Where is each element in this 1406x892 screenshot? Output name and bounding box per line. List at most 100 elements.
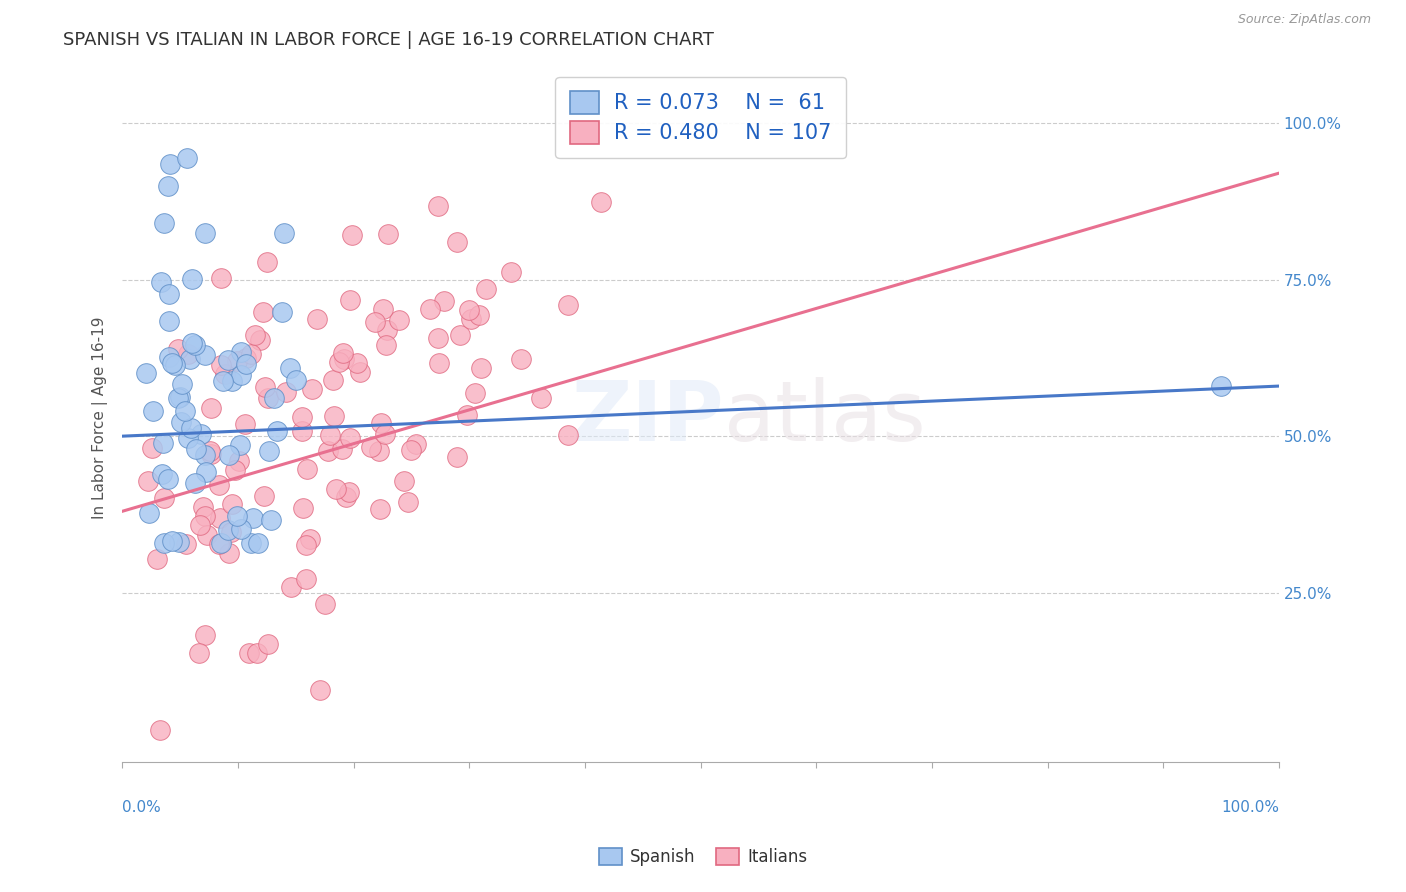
Point: [153, 491, 176, 506]
Point: [285, 372, 308, 386]
Point: [370, 416, 392, 430]
Point: [371, 302, 394, 317]
Point: [141, 442, 163, 456]
Point: [193, 628, 215, 642]
Point: [363, 315, 385, 329]
Point: [167, 342, 190, 356]
Point: [170, 415, 193, 429]
Point: [446, 450, 468, 464]
Point: [208, 537, 231, 551]
Point: [208, 477, 231, 491]
Point: [260, 513, 283, 527]
Point: [142, 403, 165, 417]
Point: [427, 198, 450, 212]
Point: [295, 462, 318, 476]
Point: [246, 646, 269, 660]
Point: [291, 409, 314, 424]
Point: [174, 403, 197, 417]
Point: [346, 356, 368, 370]
Point: [150, 467, 173, 482]
Point: [177, 347, 200, 361]
Point: [367, 443, 389, 458]
Point: [218, 352, 240, 367]
Point: [332, 352, 354, 367]
Point: [557, 428, 579, 442]
Point: [221, 497, 243, 511]
Point: [167, 535, 190, 549]
Point: [180, 336, 202, 351]
Point: [176, 430, 198, 444]
Point: [240, 535, 263, 549]
Point: [136, 474, 159, 488]
Point: [170, 376, 193, 391]
Point: [214, 368, 236, 382]
Point: [328, 355, 350, 369]
Point: [266, 424, 288, 438]
Point: [209, 271, 232, 285]
Point: [246, 535, 269, 549]
Point: [294, 538, 316, 552]
Point: [152, 436, 174, 450]
Point: [392, 474, 415, 488]
Text: Source: ZipAtlas.com: Source: ZipAtlas.com: [1237, 13, 1371, 27]
Point: [433, 293, 456, 308]
Point: [153, 535, 176, 549]
Point: [218, 546, 240, 560]
Point: [229, 345, 252, 359]
Point: [180, 421, 202, 435]
Point: [209, 535, 232, 549]
Point: [1209, 379, 1232, 393]
Point: [188, 517, 211, 532]
Point: [157, 351, 180, 365]
Point: [229, 522, 252, 536]
Point: [239, 347, 262, 361]
Point: [174, 537, 197, 551]
Point: [208, 510, 231, 524]
Point: [322, 373, 344, 387]
Point: [259, 444, 281, 458]
Point: [270, 305, 292, 319]
Point: [375, 338, 398, 352]
Point: [242, 511, 264, 525]
Point: [184, 476, 207, 491]
Point: [160, 355, 183, 369]
Legend: Spanish, Italians: Spanish, Italians: [592, 841, 814, 873]
Point: [194, 448, 217, 462]
Point: [218, 448, 240, 462]
Point: [557, 298, 579, 312]
Point: [176, 151, 198, 165]
Point: [157, 286, 180, 301]
Point: [374, 426, 396, 441]
Point: [337, 485, 360, 500]
Point: [138, 506, 160, 520]
Text: 100.0%: 100.0%: [1220, 799, 1279, 814]
Point: [194, 348, 217, 362]
Point: [278, 360, 301, 375]
Point: [165, 358, 187, 372]
Point: [375, 323, 398, 337]
Point: [253, 489, 276, 503]
Point: [510, 351, 533, 366]
Point: [305, 312, 328, 326]
Point: [291, 424, 314, 438]
Point: [160, 534, 183, 549]
Point: [169, 390, 191, 404]
Point: [464, 385, 486, 400]
Point: [360, 440, 382, 454]
Point: [256, 254, 278, 268]
Text: ZIP: ZIP: [571, 377, 724, 458]
Point: [460, 312, 482, 326]
Point: [156, 472, 179, 486]
Point: [274, 384, 297, 399]
Point: [238, 646, 260, 660]
Point: [221, 374, 243, 388]
Point: [339, 293, 361, 308]
Text: 0.0%: 0.0%: [122, 799, 160, 814]
Point: [470, 360, 492, 375]
Point: [200, 444, 222, 458]
Point: [200, 401, 222, 415]
Point: [325, 482, 347, 496]
Point: [194, 508, 217, 523]
Point: [323, 409, 346, 424]
Point: [179, 351, 201, 366]
